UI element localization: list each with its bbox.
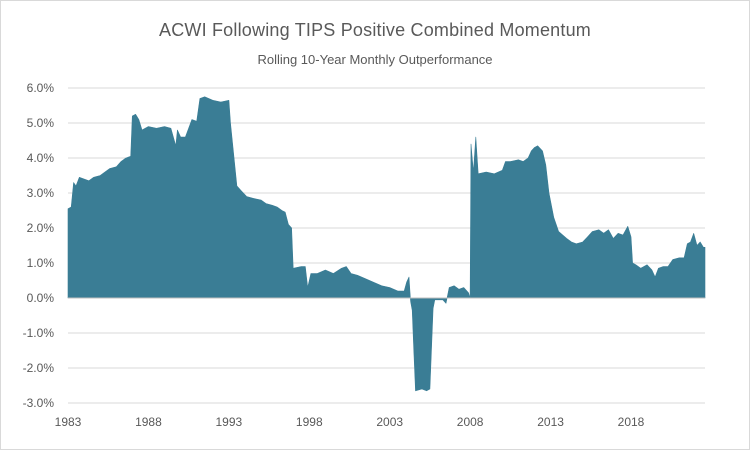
y-tick-label: -2.0% xyxy=(23,361,55,375)
y-tick-label: 0.0% xyxy=(27,291,55,305)
y-axis: 6.0% 5.0% 4.0% 3.0% 2.0% 1.0% 0.0% -1.0% -2.0% -3… xyxy=(23,81,55,410)
area-series xyxy=(67,96,706,392)
x-tick-label: 2018 xyxy=(618,415,645,429)
y-tick-label: 1.0% xyxy=(27,256,55,270)
y-tick-label: 2.0% xyxy=(27,221,55,235)
x-tick-label: 1988 xyxy=(135,415,162,429)
y-tick-label: 5.0% xyxy=(27,116,55,130)
chart-title: ACWI Following TIPS Positive Combined Mo… xyxy=(158,20,591,40)
chart-subtitle: Rolling 10-Year Monthly Outperformance xyxy=(257,52,493,67)
y-tick-label: -3.0% xyxy=(23,396,55,410)
y-tick-label: 4.0% xyxy=(27,151,55,165)
x-tick-label: 1993 xyxy=(216,415,243,429)
x-tick-label: 2013 xyxy=(537,415,564,429)
y-tick-label: 6.0% xyxy=(27,81,55,95)
y-tick-label: -1.0% xyxy=(23,326,55,340)
x-tick-label: 1998 xyxy=(296,415,323,429)
x-tick-label: 2003 xyxy=(376,415,403,429)
x-axis: 1983 1988 1993 1998 2003 2008 2013 2018 xyxy=(55,415,645,429)
y-tick-label: 3.0% xyxy=(27,186,55,200)
area-fill xyxy=(67,96,706,392)
x-tick-label: 1983 xyxy=(55,415,82,429)
x-tick-label: 2008 xyxy=(457,415,484,429)
